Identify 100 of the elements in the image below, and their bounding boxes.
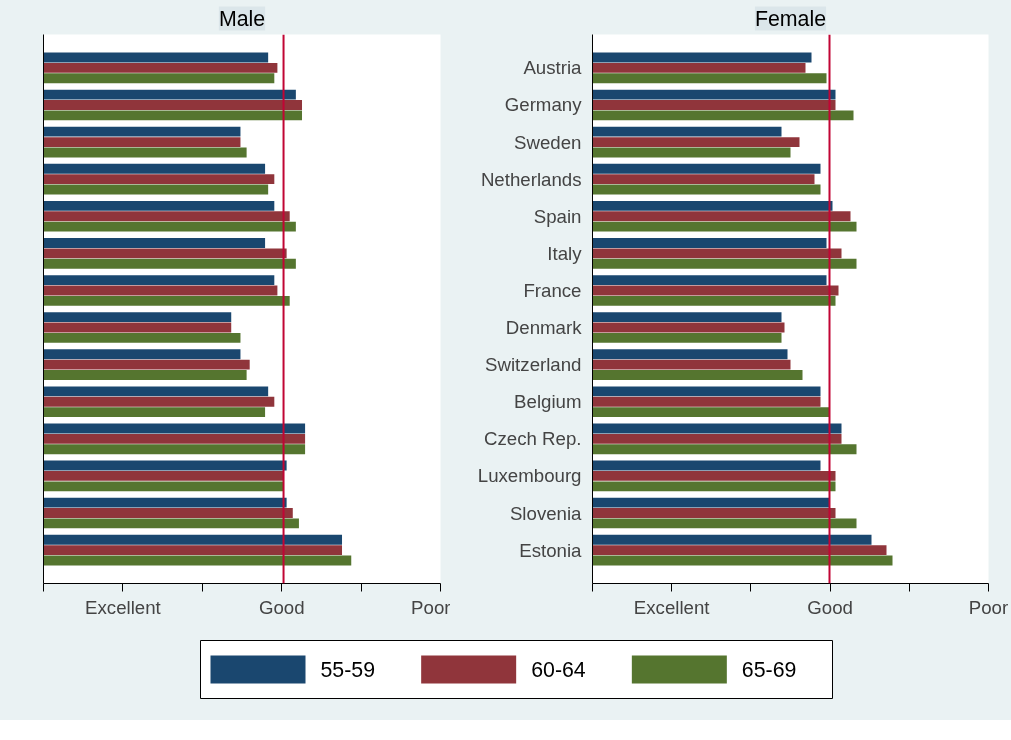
bar (43, 258, 296, 269)
bar (592, 322, 785, 333)
bar (592, 407, 830, 418)
y-tick-label: Estonia (519, 539, 583, 561)
bar (43, 359, 250, 370)
bar (592, 248, 842, 259)
y-tick-label: Belgium (514, 391, 582, 413)
bar (43, 497, 287, 508)
bar (592, 396, 821, 407)
bar (43, 433, 306, 444)
bar (592, 312, 782, 323)
bar (43, 370, 247, 380)
bar (592, 73, 827, 84)
bar (592, 221, 857, 232)
bar (43, 396, 275, 407)
bar (43, 275, 275, 285)
bar (43, 174, 275, 185)
bar (43, 147, 247, 158)
bar (43, 386, 269, 397)
bar (592, 423, 842, 434)
bar (592, 100, 836, 110)
bar (592, 89, 836, 100)
bar (43, 333, 241, 343)
y-tick-label: Slovenia (509, 502, 583, 524)
bar (43, 211, 290, 222)
bar (43, 137, 241, 148)
bar (592, 349, 788, 360)
text: Poor (968, 596, 1009, 618)
bar (43, 322, 232, 333)
bar (592, 433, 842, 444)
bar (43, 200, 275, 211)
bar (43, 555, 352, 566)
text: Good (258, 596, 305, 618)
y-tick-label: France (523, 279, 582, 301)
bar (43, 110, 303, 121)
y-tick-label: Sweden (514, 131, 582, 153)
bar (592, 470, 836, 481)
bar (43, 349, 241, 360)
text: Good (807, 596, 853, 618)
chart-title: Male (218, 6, 266, 31)
bar (592, 545, 887, 556)
bar (43, 89, 296, 100)
bar (592, 200, 833, 211)
y-tick-label: Denmark (505, 317, 583, 339)
y-tick-label: Austria (523, 57, 583, 79)
y-tick-label: Czech Rep. (484, 428, 582, 450)
bar (592, 555, 893, 566)
bar (43, 545, 343, 556)
bar (43, 100, 303, 110)
bar (43, 62, 278, 73)
text: Poor (411, 596, 451, 618)
y-tick-label: Netherlands (480, 168, 582, 190)
bar (43, 481, 284, 492)
bar (592, 174, 815, 185)
text: Excellent (85, 596, 162, 618)
bar (592, 62, 806, 73)
bar (592, 481, 836, 492)
bar (592, 126, 782, 137)
bar (43, 518, 299, 529)
bar (592, 110, 854, 121)
bar (43, 248, 287, 259)
bar (43, 295, 290, 306)
bar (592, 386, 821, 397)
bar (592, 370, 803, 380)
bar (43, 470, 284, 481)
bar (43, 534, 343, 545)
text: Excellent (633, 596, 711, 618)
bar (592, 147, 791, 158)
bar (592, 258, 857, 269)
y-tick-label: Switzerland (485, 354, 582, 376)
bar (592, 497, 830, 508)
bar (592, 238, 827, 248)
y-tick-label: Germany (504, 94, 583, 116)
bar (43, 285, 278, 296)
bar (592, 275, 827, 285)
legend-label: 65-69 (741, 658, 797, 682)
bar (592, 285, 839, 296)
bar (43, 407, 266, 418)
chart-title: Female (754, 6, 827, 31)
legend-label: 60-64 (531, 658, 586, 682)
bar (43, 238, 266, 248)
bar (592, 211, 851, 222)
bar (592, 184, 821, 195)
bar (592, 534, 872, 545)
bar (592, 508, 836, 518)
bar (43, 52, 269, 63)
bar (592, 460, 821, 471)
bar (592, 444, 857, 455)
bar (592, 137, 800, 148)
bar (43, 221, 296, 232)
y-tick-label: Spain (533, 205, 582, 227)
legend-label: 55-59 (320, 658, 376, 682)
bar (43, 126, 241, 137)
bar (592, 518, 857, 529)
bar (43, 73, 275, 84)
bar (43, 163, 266, 174)
bar (43, 508, 293, 518)
bar (43, 184, 269, 195)
bar (592, 295, 836, 306)
bar (592, 333, 782, 343)
